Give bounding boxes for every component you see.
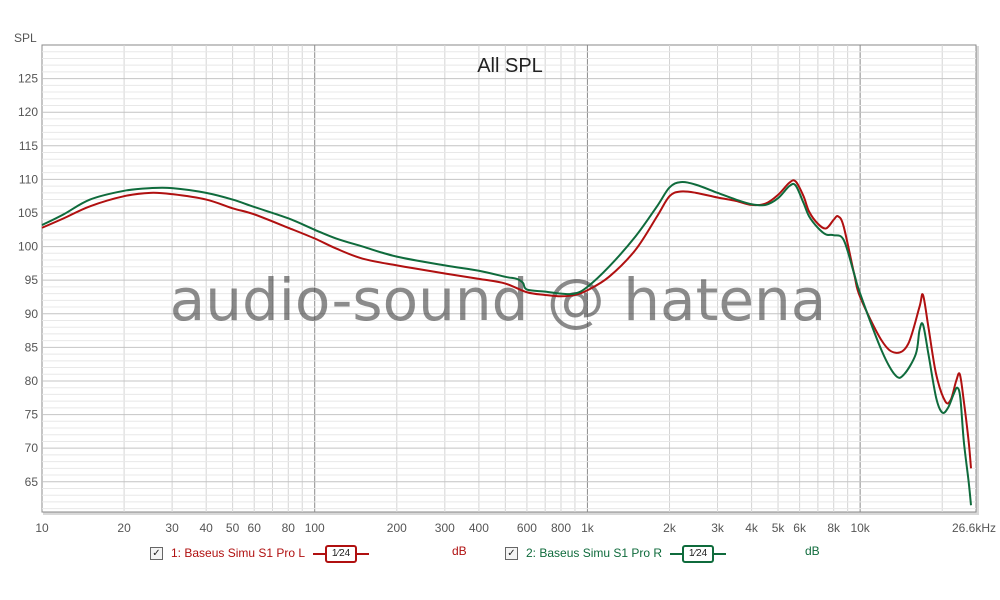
right-series-smoothing-label: 1⁄24 xyxy=(682,545,715,563)
y-tick-label: 90 xyxy=(25,307,39,321)
y-tick-label: 85 xyxy=(25,340,39,354)
left-series-smoothing-label: 1⁄24 xyxy=(325,545,358,563)
series-line-right xyxy=(41,180,972,506)
y-tick-label: 125 xyxy=(18,72,38,86)
right-series-unit: dB xyxy=(805,544,820,558)
right-series-label: 2: Baseus Simu S1 Pro R xyxy=(526,546,663,560)
spl-chart: 65 70 75 80 85 90 95 100 105 110 115 120 125 10 20 30 4… xyxy=(14,31,996,535)
x-tick-label: 10k xyxy=(850,521,870,535)
x-axis-ticks: 10 20 30 40 50 60 80 100 200 300 400 600 800 1k 2k 3k 4k… xyxy=(35,521,996,535)
y-tick-label: 120 xyxy=(18,105,38,119)
y-tick-label: 70 xyxy=(25,441,39,455)
left-series-label: 1: Baseus Simu S1 Pro L xyxy=(171,546,306,560)
x-tick-label: 60 xyxy=(248,521,262,535)
x-tick-label: 40 xyxy=(200,521,214,535)
x-tick-label: 3k xyxy=(711,521,725,535)
series-layer xyxy=(41,179,972,506)
x-tick-label: 100 xyxy=(305,521,325,535)
left-series-checkbox[interactable]: ✓ xyxy=(150,546,163,560)
y-tick-label: 115 xyxy=(19,139,38,153)
x-tick-label: 8k xyxy=(827,521,841,535)
legend-item-left: ✓ 1: Baseus Simu S1 Pro L 1⁄24 dB xyxy=(150,544,467,563)
x-tick-label: 10 xyxy=(35,521,49,535)
x-tick-label: 400 xyxy=(469,521,489,535)
y-axis-ticks: 65 70 75 80 85 90 95 100 105 110 115 120 125 xyxy=(18,72,38,489)
y-tick-label: 95 xyxy=(25,273,39,287)
x-tick-label: 20 xyxy=(117,521,131,535)
right-series-smoothing-button[interactable]: 1⁄24 xyxy=(670,544,727,563)
left-series-smoothing-button[interactable]: 1⁄24 xyxy=(313,544,370,563)
y-tick-label: 110 xyxy=(19,172,38,186)
x-tick-label: 80 xyxy=(282,521,296,535)
grid xyxy=(41,45,976,512)
series-line-left xyxy=(41,179,972,469)
y-tick-label: 65 xyxy=(25,475,39,489)
y-tick-label: 75 xyxy=(25,408,39,422)
x-tick-label: 1k xyxy=(581,521,595,535)
x-tick-label: 26.6kHz xyxy=(952,521,996,535)
x-tick-label: 2k xyxy=(663,521,677,535)
y-tick-label: 100 xyxy=(18,240,38,254)
x-tick-label: 6k xyxy=(793,521,807,535)
x-tick-label: 30 xyxy=(165,521,179,535)
x-tick-label: 600 xyxy=(517,521,537,535)
x-tick-label: 5k xyxy=(772,521,786,535)
x-tick-label: 300 xyxy=(435,521,455,535)
y-tick-label: 105 xyxy=(18,206,38,220)
y-tick-label: 80 xyxy=(25,374,39,388)
x-tick-label: 800 xyxy=(551,521,571,535)
x-tick-label: 200 xyxy=(387,521,407,535)
chart-title: All SPL xyxy=(477,55,543,77)
y-axis-label: SPL xyxy=(14,31,37,45)
right-series-checkbox[interactable]: ✓ xyxy=(505,546,518,560)
legend-item-right: ✓ 2: Baseus Simu S1 Pro R 1⁄24 dB xyxy=(505,544,820,563)
x-tick-label: 4k xyxy=(745,521,759,535)
left-series-unit: dB xyxy=(452,544,467,558)
x-tick-label: 50 xyxy=(226,521,240,535)
watermark: audio-sound @ hatena xyxy=(170,266,827,334)
